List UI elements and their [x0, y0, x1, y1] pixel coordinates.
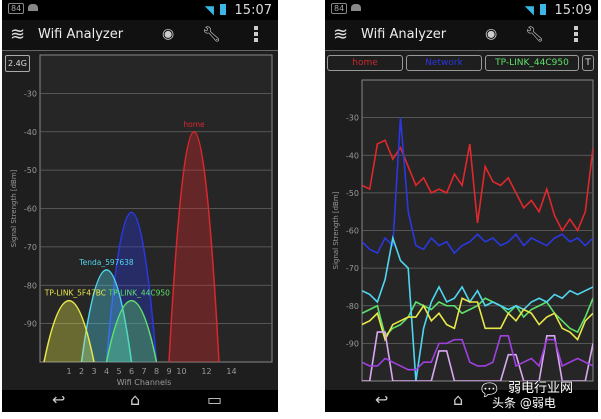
x-tick-label: 5 [116, 367, 121, 376]
y-tick-label: -40 [346, 151, 359, 160]
channel-graph-view: 2.4G -30 -40 -50 -60 -70 -80 -90 Signal Strengt… [2, 51, 278, 390]
y-tick-label: -90 [24, 320, 37, 329]
chip-truncated[interactable]: T [582, 55, 594, 71]
nav-bar: ↩ ⌂ ▭ [2, 390, 278, 412]
overflow-menu-icon[interactable] [254, 26, 258, 42]
wifi-signal-icon: ◥ [524, 3, 534, 17]
battery-icon [540, 4, 546, 15]
battery-icon [220, 4, 226, 15]
nav-bar: ↩ ⌂ [325, 390, 598, 412]
network-label: TP-LINK_44C950 [108, 289, 171, 298]
y-tick-label: -60 [24, 205, 37, 214]
y-tick-label: -30 [24, 89, 37, 98]
back-icon[interactable]: ↩ [375, 390, 389, 409]
app-title: Wifi Analyzer [361, 27, 447, 42]
notification-badge: 84 [8, 3, 25, 14]
home-icon[interactable]: ⌂ [453, 390, 464, 409]
x-tick-label: 10 [176, 367, 186, 376]
x-tick-label: 12 [201, 367, 211, 376]
clock: 15:09 [554, 3, 592, 18]
channel-chart: -30 -40 -50 -60 -70 -80 -90 Signal Strength [dB… [10, 54, 273, 387]
network-chips: home Network TP-LINK_44C950 T [327, 55, 597, 74]
y-axis-label: Signal Strength [dBm] [10, 169, 18, 247]
network-label: Tenda_597638 [78, 258, 134, 267]
y-tick-label: -30 [346, 114, 359, 123]
status-bar: 84 ◥ 15:09 [325, 0, 598, 20]
wechat-icon: 💬︎ [478, 380, 501, 401]
left-phone-screen: 84 ◥ 15:07 ≋ Wifi Analyzer ◉ 🔧︎ 2.4G -30… [2, 0, 278, 412]
x-tick-label: 6 [129, 367, 134, 376]
network-curve-home [168, 131, 220, 362]
network-label: home [183, 120, 205, 129]
y-tick-label: -50 [346, 189, 359, 198]
signal-line-series-5 [362, 331, 593, 381]
network-label: TP-LINK_5F47BC [44, 289, 106, 298]
app-title: Wifi Analyzer [38, 27, 124, 42]
time-graph-view: home Network TP-LINK_44C950 T -30 -40 -50 -60-… [325, 51, 598, 390]
network-curve-TP-LINK_5F47BC [43, 299, 95, 362]
eye-icon[interactable]: ◉ [485, 26, 498, 42]
action-bar: ≋ Wifi Analyzer ◉ 🔧︎ [2, 20, 278, 51]
chip-network[interactable]: Network [406, 55, 482, 71]
x-tick-label: 3 [91, 367, 96, 376]
watermark-line2: 头条 @弱电 [492, 396, 556, 410]
chip-home[interactable]: home [327, 55, 403, 71]
y-tick-label: -50 [24, 166, 37, 175]
network-curve-TP-LINK_44C950 [105, 299, 158, 362]
right-phone-screen: 84 ◥ 15:09 ≋ Wifi Analyzer ◉ 🔧︎ home Netw… [325, 0, 598, 412]
status-bar: 84 ◥ 15:07 [2, 0, 278, 20]
y-tick-label: -80 [24, 281, 37, 290]
back-icon[interactable]: ↩ [52, 390, 66, 409]
android-icon [351, 4, 361, 11]
x-tick-label: 9 [166, 367, 171, 376]
signal-line-series-4 [362, 297, 593, 342]
wifi-signal-icon: ◥ [204, 3, 214, 17]
wifi-logo-icon: ≋ [10, 24, 26, 45]
network-curve-Tenda_597638 [80, 269, 133, 362]
x-tick-label: 2 [79, 367, 84, 376]
signal-line-series-6 [362, 335, 593, 371]
x-tick-label: 8 [154, 367, 159, 376]
home-icon[interactable]: ⌂ [130, 390, 141, 409]
action-bar: ≋ Wifi Analyzer ◉ 🔧︎ [325, 20, 598, 51]
network-curves [43, 131, 220, 362]
chip-tp-link-44c950[interactable]: TP-LINK_44C950 [485, 55, 579, 71]
signal-line-T [362, 234, 593, 381]
y-tick-label: -70 [24, 243, 37, 252]
notification-badge: 84 [331, 3, 348, 14]
eye-icon[interactable]: ◉ [162, 26, 175, 42]
time-chart: -30 -40 -50 -60 -70 -80 -90 Signal Strength [dB… [332, 79, 594, 382]
watermark-line1: 弱电行业网 [508, 381, 574, 396]
overflow-menu-icon[interactable] [574, 26, 578, 42]
wifi-logo-icon: ≋ [333, 24, 349, 45]
y-tick-label: -60 [346, 227, 359, 236]
clock: 15:07 [234, 3, 272, 18]
y-tick-label: -90 [346, 339, 359, 348]
network-curve-unnamed [105, 211, 158, 362]
signal-line-home [362, 139, 593, 233]
x-axis-label: Wifi Channels [117, 378, 172, 387]
signal-line-Network [362, 117, 593, 255]
band-toggle-button[interactable]: 2.4G [5, 55, 30, 72]
signal-lines [362, 117, 593, 381]
x-tick-label: 14 [226, 367, 236, 376]
x-tick-label: 7 [141, 367, 146, 376]
wrench-icon[interactable]: 🔧︎ [202, 25, 222, 43]
wrench-icon[interactable]: 🔧︎ [525, 25, 545, 43]
y-tick-label: -80 [346, 302, 359, 311]
x-tick-label: 1 [66, 367, 71, 376]
x-tick-label: 4 [104, 367, 109, 376]
y-axis-label: Signal Strength [dBm] [332, 191, 340, 269]
y-tick-label: -70 [346, 264, 359, 273]
recent-apps-icon[interactable]: ▭ [207, 390, 223, 409]
android-icon [28, 4, 38, 11]
y-tick-label: -40 [24, 128, 37, 137]
